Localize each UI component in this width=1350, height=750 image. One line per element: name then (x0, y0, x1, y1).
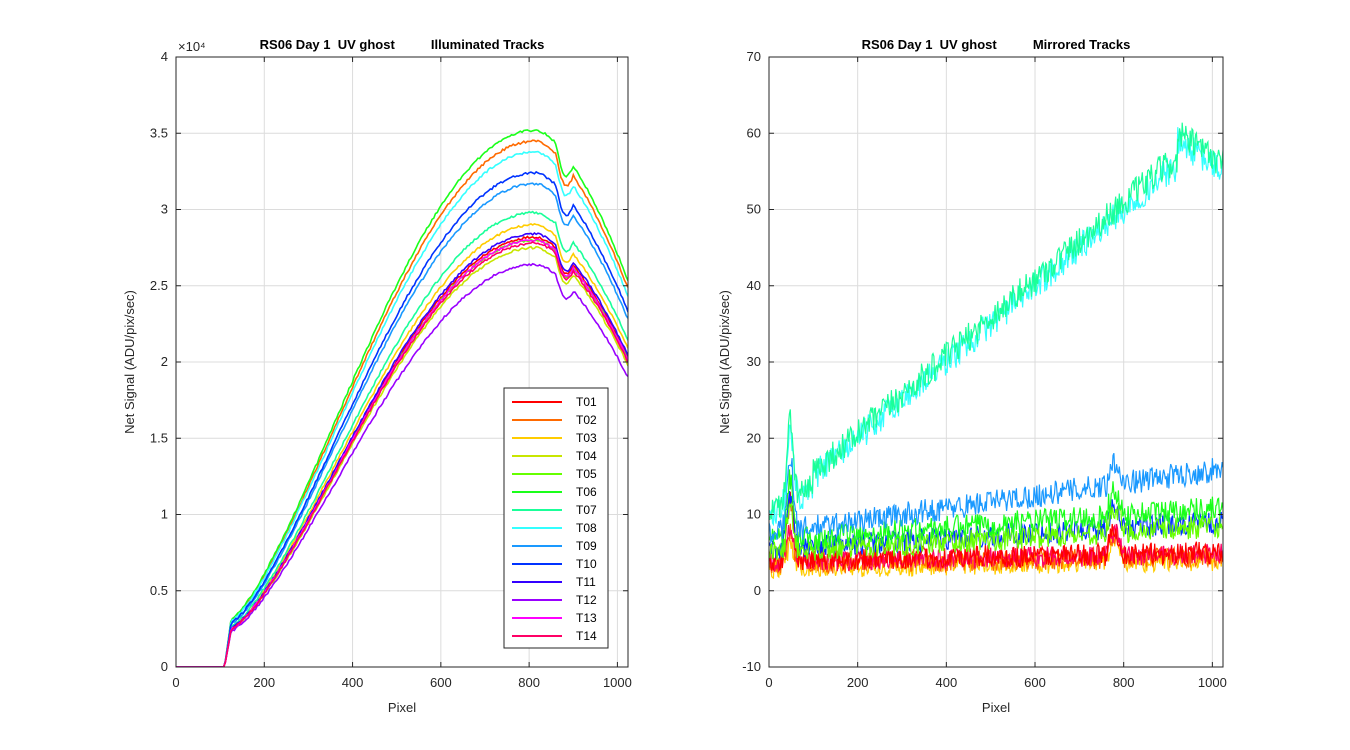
y-axis-label: Net Signal (ADU/pix/sec) (717, 290, 732, 434)
y-tick-label: 3.5 (150, 125, 168, 140)
y-tick-label: 30 (747, 354, 761, 369)
series-line-track-8 (769, 452, 1223, 544)
series-line-track-6 (769, 501, 1223, 561)
x-axis-label: Pixel (388, 700, 416, 715)
y-tick-label: -10 (742, 659, 761, 674)
x-tick-label: 400 (935, 675, 957, 690)
y-tick-label: 1 (161, 507, 168, 522)
series-line-track-4 (769, 491, 1223, 571)
y-tick-label: 0 (754, 583, 761, 598)
series-line-T07 (176, 210, 628, 667)
chart-title: RS06 Day 1 UV ghost Illuminated Tracks (260, 37, 545, 52)
legend-label-T05: T05 (576, 467, 597, 481)
legend-label-T02: T02 (576, 413, 597, 427)
chart-title: RS06 Day 1 UV ghost Mirrored Tracks (862, 37, 1131, 52)
y-tick-label: 2.5 (150, 278, 168, 293)
y-tick-label: 10 (747, 507, 761, 522)
legend-label-T06: T06 (576, 485, 597, 499)
y-tick-label: 0.5 (150, 583, 168, 598)
series-line-T13 (176, 238, 628, 667)
series-group (176, 129, 628, 667)
x-tick-label: 600 (430, 675, 452, 690)
x-tick-label: 1000 (1198, 675, 1227, 690)
y-tick-label: 50 (747, 202, 761, 217)
series-line-T10 (176, 170, 628, 667)
legend-label-T12: T12 (576, 593, 597, 607)
legend-label-T04: T04 (576, 449, 597, 463)
x-tick-label: 400 (342, 675, 364, 690)
panel-2: 0 200 400 600 800 1000 -10 0 10 20 30 40 50 60 70 RS06 … (717, 37, 1227, 715)
y-tick-label: 70 (747, 49, 761, 64)
x-axis-label: Pixel (982, 700, 1010, 715)
legend-label-T11: T11 (576, 575, 596, 589)
y-tick-label: 60 (747, 125, 761, 140)
y-tick-label: 40 (747, 278, 761, 293)
x-tick-label: 200 (847, 675, 869, 690)
x-tick-label: 0 (172, 675, 179, 690)
legend-label-T03: T03 (576, 431, 597, 445)
legend-label-T01: T01 (576, 395, 597, 409)
x-tick-label: 1000 (603, 675, 632, 690)
y-tick-label: 3 (161, 202, 168, 217)
series-line-T14 (176, 241, 628, 667)
legend-label-T08: T08 (576, 521, 597, 535)
y-tick-label: 20 (747, 430, 761, 445)
panel-1: 0 200 400 600 800 1000 0 0.5 1 1.5 2 2.5 3 3.5 4 ×10⁴ RS… (122, 37, 632, 715)
legend-label-T14: T14 (576, 629, 597, 643)
legend-label-T07: T07 (576, 503, 597, 517)
y-tick-label: 2 (161, 354, 168, 369)
series-line-T09 (176, 182, 628, 667)
y-tick-label: 0 (161, 659, 168, 674)
series-line-T06 (176, 129, 628, 667)
legend: T01 T02 T03 T04 T05 T06 T07 T08 T09 T10 T11 T12 T13 T… (503, 387, 609, 649)
y-axis-label: Net Signal (ADU/pix/sec) (122, 290, 137, 434)
series-line-track-7 (769, 469, 1223, 550)
y-exponent-label: ×10⁴ (178, 39, 206, 54)
legend-label-T09: T09 (576, 539, 597, 553)
y-tick-label: 4 (161, 49, 168, 64)
x-tick-label: 800 (1113, 675, 1135, 690)
y-tick-label: 1.5 (150, 430, 168, 445)
x-tick-label: 800 (518, 675, 540, 690)
x-tick-label: 600 (1024, 675, 1046, 690)
series-line-track-10 (769, 122, 1223, 520)
x-tick-label: 200 (253, 675, 275, 690)
legend-box (503, 387, 609, 649)
series-group (769, 122, 1223, 580)
legend-label-T10: T10 (576, 557, 597, 571)
series-line-T08 (176, 150, 628, 667)
legend-label-T13: T13 (576, 611, 597, 625)
x-tick-label: 0 (765, 675, 772, 690)
series-line-T12 (176, 262, 628, 667)
